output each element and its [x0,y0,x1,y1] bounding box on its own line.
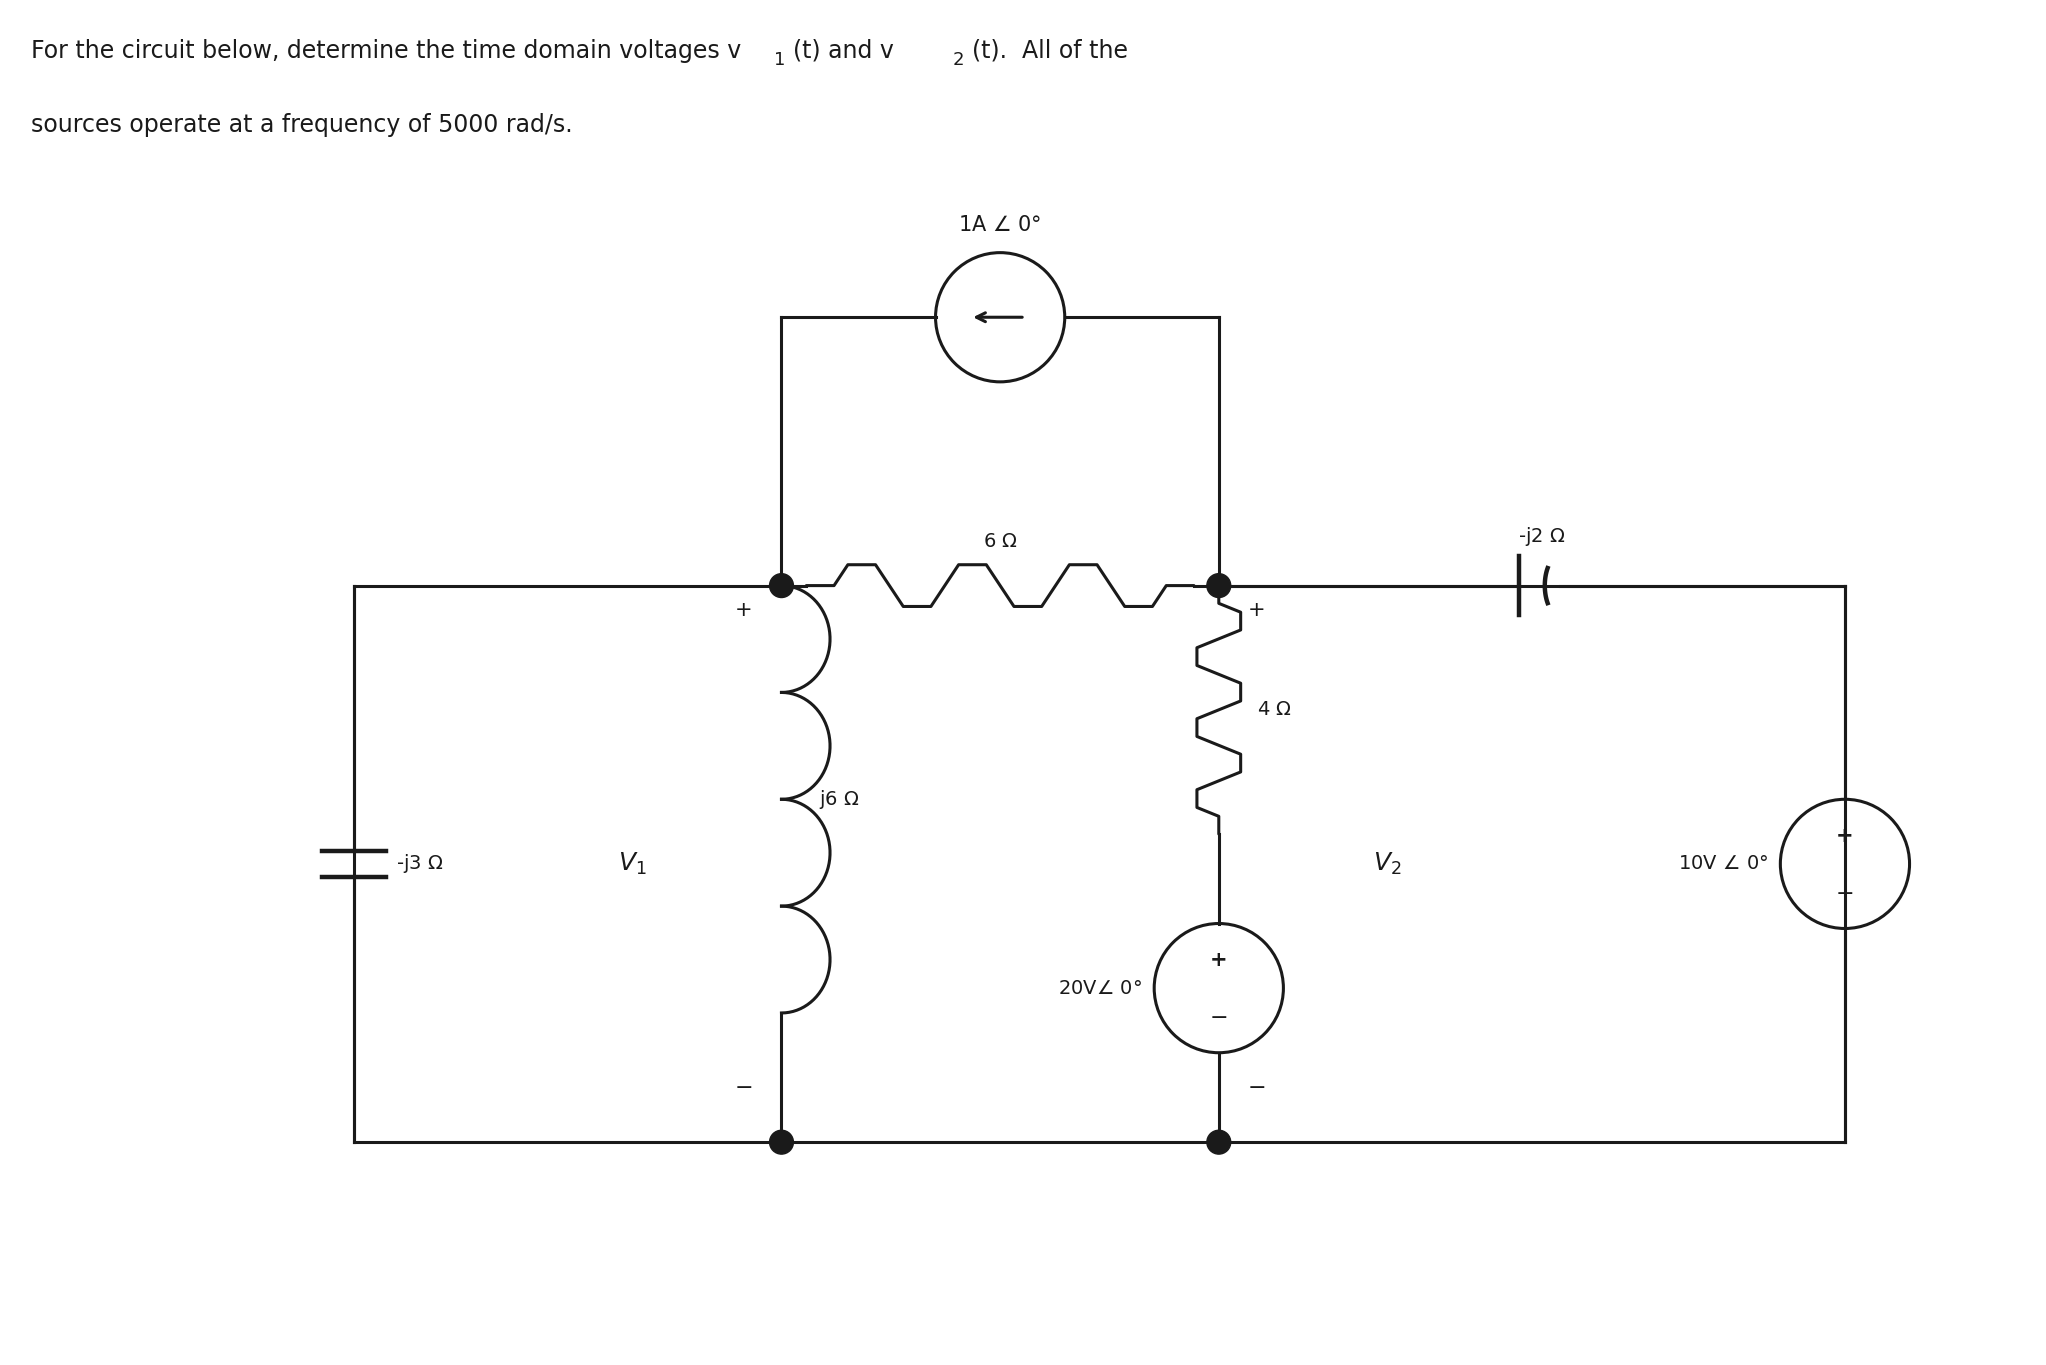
Text: (t) and v: (t) and v [794,40,894,63]
Text: −: − [1835,883,1854,904]
Text: 20V$\angle$ 0°: 20V$\angle$ 0° [1058,979,1142,998]
Text: 1A $\angle$ 0°: 1A $\angle$ 0° [958,214,1041,235]
Text: −: − [1209,1007,1228,1028]
Text: For the circuit below, determine the time domain voltages v: For the circuit below, determine the tim… [31,40,741,63]
Text: −: − [735,1077,753,1097]
Text: 6 $\Omega$: 6 $\Omega$ [982,532,1017,551]
Text: V$_1$: V$_1$ [618,850,647,876]
Text: −: − [1248,1077,1266,1097]
Text: j6 $\Omega$: j6 $\Omega$ [818,788,859,811]
Circle shape [769,1130,794,1153]
Text: +: + [1209,950,1228,971]
Circle shape [1207,573,1232,598]
Text: V$_2$: V$_2$ [1373,850,1402,876]
Text: (t).  All of the: (t). All of the [972,40,1127,63]
Text: +: + [1248,601,1264,621]
Text: 2: 2 [953,51,964,68]
Text: +: + [735,601,753,621]
Text: sources operate at a frequency of 5000 rad/s.: sources operate at a frequency of 5000 r… [31,113,573,138]
Text: 4 $\Omega$: 4 $\Omega$ [1256,700,1291,719]
Text: 10V $\angle$ 0°: 10V $\angle$ 0° [1678,854,1768,874]
Text: +: + [1835,826,1854,846]
Text: -j2 $\Omega$: -j2 $\Omega$ [1518,524,1565,547]
Text: -j3 $\Omega$: -j3 $\Omega$ [395,852,444,875]
Text: 1: 1 [773,51,786,68]
Circle shape [769,573,794,598]
Circle shape [1207,1130,1232,1153]
